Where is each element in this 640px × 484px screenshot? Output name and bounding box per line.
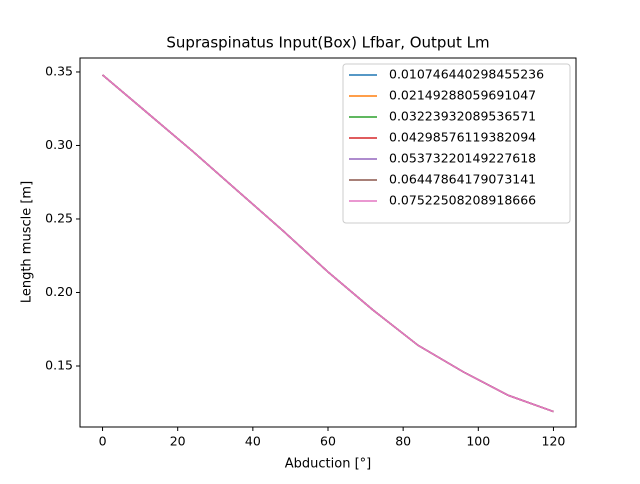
x-tick-label: 120: [542, 434, 566, 449]
legend-label: 0.05373220149227618: [389, 151, 536, 166]
y-tick-label: 0.35: [45, 63, 73, 78]
x-tick-label: 40: [245, 434, 261, 449]
x-tick-label: 100: [466, 434, 490, 449]
y-tick-label: 0.15: [45, 357, 73, 372]
legend-label: 0.07522508208918666: [389, 193, 536, 208]
legend-label: 0.02149288059691047: [389, 88, 536, 103]
legend-label: 0.06447864179073141: [389, 172, 536, 187]
x-tick-label: 80: [395, 434, 411, 449]
y-axis-label: Length muscle [m]: [20, 181, 35, 303]
line-series: [102, 74, 554, 413]
x-axis-label: Abduction [°]: [285, 457, 371, 472]
legend-box: [342, 63, 571, 224]
y-tick-label: 0.20: [45, 284, 73, 299]
x-tick-label: 20: [170, 434, 186, 449]
legend-label: 0.04298576119382094: [389, 130, 536, 145]
x-tick-label: 60: [320, 434, 336, 449]
chart-title: Supraspinatus Input(Box) Lfbar, Output L…: [166, 34, 489, 52]
axes-frame: [79, 57, 577, 428]
y-tick-label: 0.25: [45, 210, 73, 225]
legend-label: 0.010746440298455236: [389, 67, 544, 82]
y-tick-label: 0.30: [45, 137, 73, 152]
x-tick-label: 0: [99, 434, 107, 449]
legend-label: 0.03223932089536571: [389, 109, 536, 124]
